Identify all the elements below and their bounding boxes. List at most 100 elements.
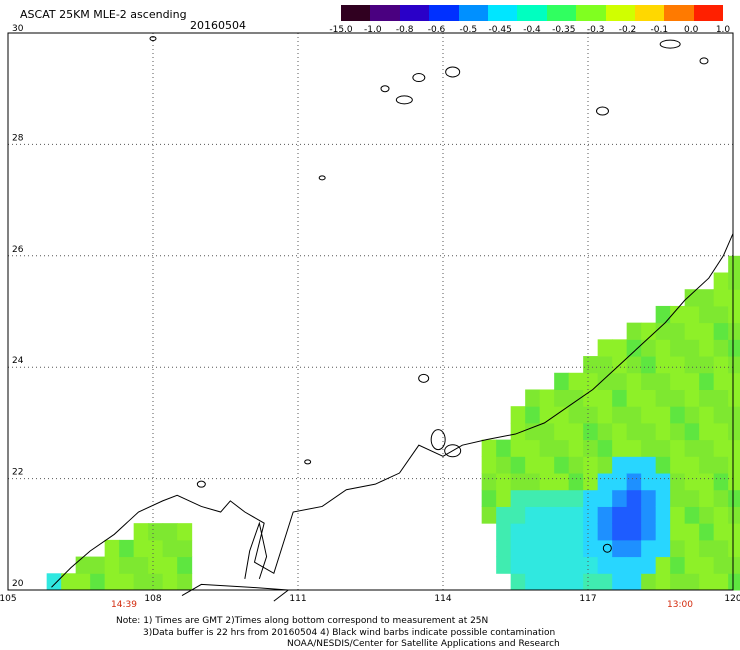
wind-cell [525,573,541,591]
wind-cell [728,489,740,507]
wind-cell [670,356,686,374]
wind-cell [655,422,671,441]
note-line-3: NOAA/NESDIS/Center for Satellite Applica… [287,639,560,649]
color-scale-bar [341,5,724,21]
wind-cell [510,489,526,507]
wind-cell [568,539,584,558]
wind-cell [699,556,715,574]
wind-cell [496,439,512,457]
wind-cell [554,422,570,441]
wind-cell [626,489,642,507]
wind-cell [597,439,613,457]
wind-cell [612,539,628,558]
island-outline [149,36,157,42]
wind-cell [539,506,555,524]
wind-cell [713,573,729,591]
wind-cell [568,573,584,591]
wind-cell [728,389,740,407]
leizhou-coast [244,521,268,580]
island-outline [699,57,709,65]
wind-cell [554,506,570,524]
color-scale-label: -0.3 [586,25,605,35]
wind-cell [496,456,512,474]
wind-cell [699,439,715,457]
wind-cell [699,339,715,357]
wind-cell [626,523,642,541]
wind-cell [525,473,541,491]
wind-cell [568,372,584,390]
island-outline [395,95,413,105]
lon-label: 114 [434,594,451,604]
wind-cell [539,456,555,474]
wind-cell [510,506,526,524]
wind-cell [713,356,729,374]
wind-cell [510,456,526,474]
wind-cell [539,473,555,491]
wind-cell [496,489,512,507]
wind-cell [670,473,686,491]
wind-cell [655,456,671,474]
wind-cell [510,473,526,491]
wind-cell [568,389,584,407]
wind-cell [641,406,657,424]
wind-cell [655,506,671,524]
wind-cell [597,556,613,574]
wind-cell [496,506,512,524]
wind-cell [554,523,570,541]
wind-cell [728,406,740,424]
wind-cell [583,422,599,441]
wind-cell [626,339,642,357]
wind-cell [481,473,497,491]
wind-cell [568,489,584,507]
wind-cell [641,489,657,507]
lat-label: 20 [12,579,24,589]
wind-cell [597,406,613,424]
wind-cell [162,573,178,591]
color-scale-labels: -15.0 -1.0 -0.8 -0.6 -0.5 -0.45 -0.4 -0.35 -0.3 -… [329,25,731,37]
wind-cell [684,539,700,558]
lat-label: 30 [12,24,24,34]
wind-cell [510,556,526,574]
color-scale-label: -1.0 [364,25,382,35]
color-scale-cell [487,5,518,21]
color-scale-label: -0.35 [552,25,576,35]
wind-cell [612,506,628,524]
wind-cell [626,439,642,457]
wind-cell [670,422,686,441]
wind-cell [728,523,740,541]
wind-cell [684,305,700,324]
wind-cell [713,305,729,324]
wind-cell [104,556,120,574]
wind-cell [133,523,149,541]
wind-cell [119,539,135,558]
wind-cell [612,473,628,491]
wind-cell [597,422,613,441]
wind-cell [626,372,642,390]
wind-cell [583,372,599,390]
wind-cell [597,573,613,591]
wind-cell [496,556,512,574]
wind-cell [699,523,715,541]
wind-cell [728,473,740,491]
lon-label: 120 [724,594,740,604]
wind-cell [670,489,686,507]
wind-cell [583,556,599,574]
wind-cell [597,356,613,374]
wind-cell [626,539,642,558]
wind-cell [670,556,686,574]
wind-cell [177,556,193,574]
color-scale-label: 1.0 [715,25,731,35]
wind-cell [554,556,570,574]
color-scale-cell [576,5,606,21]
wind-cell [148,556,164,574]
wind-cell [568,422,584,441]
wind-cell [539,539,555,558]
wind-cell [699,489,715,507]
wind-cell [626,389,642,407]
wind-cell [496,523,512,541]
wind-cell [641,473,657,491]
wind-cell [684,489,700,507]
wind-cell [568,556,584,574]
wind-cell [670,305,686,324]
wind-cell [655,305,671,324]
